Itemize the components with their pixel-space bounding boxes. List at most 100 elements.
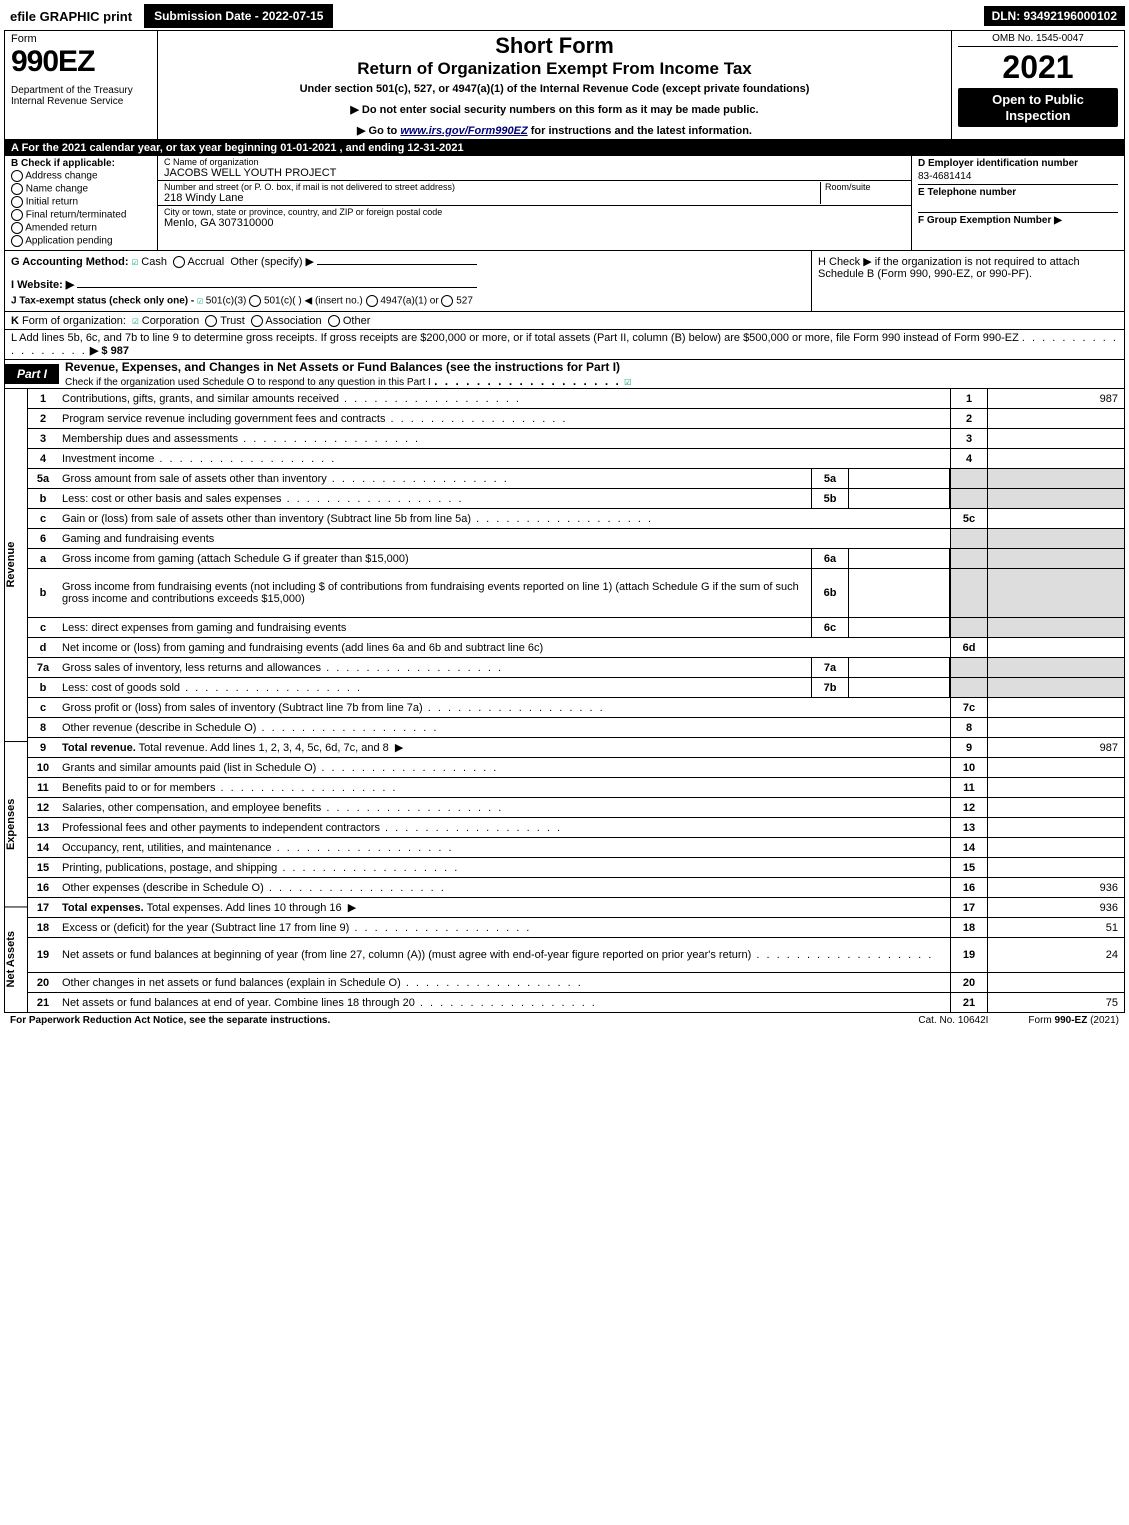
row-j: J Tax-exempt status (check only one) - ☑…	[11, 295, 805, 307]
section-g-h-i-j: G Accounting Method: ☑ Cash Accrual Othe…	[5, 251, 1124, 312]
chk-address-change[interactable]: Address change	[11, 170, 151, 182]
line-12: 12Salaries, other compensation, and empl…	[28, 798, 1124, 818]
org-name-label: C Name of organization	[164, 157, 905, 167]
group-exempt-label: F Group Exemption Number ▶	[918, 215, 1118, 226]
col-d-e-f: D Employer identification number 83-4681…	[912, 156, 1124, 250]
line-21: 21Net assets or fund balances at end of …	[28, 993, 1124, 1012]
line-17: 17Total expenses. Total expenses. Add li…	[28, 898, 1124, 918]
row-a-calendar-year: A For the 2021 calendar year, or tax yea…	[5, 140, 1124, 156]
line-20: 20Other changes in net assets or fund ba…	[28, 973, 1124, 993]
goto-link-row: ▶ Go to www.irs.gov/Form990EZ for instru…	[164, 124, 945, 137]
line-5a: 5aGross amount from sale of assets other…	[28, 469, 1124, 489]
header-left: Form 990EZ Department of the Treasury In…	[5, 31, 158, 139]
lines-body: 1Contributions, gifts, grants, and simil…	[28, 389, 1124, 1012]
line-7b: bLess: cost of goods sold 7b	[28, 678, 1124, 698]
line-6: 6Gaming and fundraising events	[28, 529, 1124, 549]
footer-catno: Cat. No. 10642I	[878, 1015, 1028, 1026]
check-icon: ☑	[132, 255, 139, 268]
vlabel-expenses: Expenses	[5, 741, 27, 906]
vlabel-revenue: Revenue	[5, 389, 27, 741]
phone-value	[918, 198, 1118, 213]
header-center: Short Form Return of Organization Exempt…	[158, 31, 952, 139]
cell-city: City or town, state or province, country…	[158, 206, 911, 230]
cell-org-name: C Name of organization JACOBS WELL YOUTH…	[158, 156, 911, 181]
footer-paperwork: For Paperwork Reduction Act Notice, see …	[10, 1015, 878, 1026]
form-container: Form 990EZ Department of the Treasury In…	[4, 30, 1125, 1013]
chk-name-change[interactable]: Name change	[11, 183, 151, 195]
col-c-org-info: C Name of organization JACOBS WELL YOUTH…	[158, 156, 912, 250]
page-footer: For Paperwork Reduction Act Notice, see …	[4, 1013, 1125, 1028]
chk-amended-return[interactable]: Amended return	[11, 222, 151, 234]
line-19: 19Net assets or fund balances at beginni…	[28, 938, 1124, 973]
line-5b: bLess: cost or other basis and sales exp…	[28, 489, 1124, 509]
line-6a: aGross income from gaming (attach Schedu…	[28, 549, 1124, 569]
line-16: 16Other expenses (describe in Schedule O…	[28, 878, 1124, 898]
line-6b: bGross income from fundraising events (n…	[28, 569, 1124, 618]
goto-pre: ▶ Go to	[357, 125, 400, 137]
line-1: 1Contributions, gifts, grants, and simil…	[28, 389, 1124, 409]
row-k: K Form of organization: ☑ Corporation Tr…	[5, 312, 1124, 330]
section-b-c-d: B Check if applicable: Address change Na…	[5, 156, 1124, 251]
title-return: Return of Organization Exempt From Incom…	[164, 59, 945, 79]
cell-street: Number and street (or P. O. box, if mail…	[158, 181, 911, 206]
line-3: 3Membership dues and assessments 3	[28, 429, 1124, 449]
line-10: 10Grants and similar amounts paid (list …	[28, 758, 1124, 778]
form-label: Form	[11, 33, 151, 45]
room-label: Room/suite	[825, 182, 905, 192]
subtitle-section: Under section 501(c), 527, or 4947(a)(1)…	[164, 83, 945, 95]
warning-ssn: ▶ Do not enter social security numbers o…	[164, 103, 945, 116]
line-7c: cGross profit or (loss) from sales of in…	[28, 698, 1124, 718]
line-13: 13Professional fees and other payments t…	[28, 818, 1124, 838]
dept-label: Department of the Treasury	[11, 85, 151, 96]
irs-label: Internal Revenue Service	[11, 96, 151, 107]
dln-label: DLN: 93492196000102	[984, 6, 1125, 26]
line-2: 2Program service revenue including gover…	[28, 409, 1124, 429]
chk-final-return[interactable]: Final return/terminated	[11, 209, 151, 221]
street-label: Number and street (or P. O. box, if mail…	[164, 182, 820, 192]
part-i-title: Revenue, Expenses, and Changes in Net As…	[59, 360, 1124, 388]
line-7a: 7aGross sales of inventory, less returns…	[28, 658, 1124, 678]
chk-initial-return[interactable]: Initial return	[11, 196, 151, 208]
row-g: G Accounting Method: ☑ Cash Accrual Othe…	[11, 255, 805, 268]
tax-year: 2021	[958, 49, 1118, 86]
line-14: 14Occupancy, rent, utilities, and mainte…	[28, 838, 1124, 858]
org-name-value: JACOBS WELL YOUTH PROJECT	[164, 167, 905, 179]
line-4: 4Investment income 4	[28, 449, 1124, 469]
phone-label: E Telephone number	[918, 187, 1118, 198]
line-18: 18Excess or (deficit) for the year (Subt…	[28, 918, 1124, 938]
part-i-tag: Part I	[5, 364, 59, 384]
radio-accrual[interactable]	[173, 256, 185, 268]
ein-label: D Employer identification number	[918, 158, 1118, 169]
goto-post: for instructions and the latest informat…	[528, 125, 752, 137]
line-15: 15Printing, publications, postage, and s…	[28, 858, 1124, 878]
city-value: Menlo, GA 307310000	[164, 217, 905, 229]
vlabel-column: Revenue Expenses Net Assets	[5, 389, 28, 1012]
col-b-title: B Check if applicable:	[11, 158, 115, 169]
vlabel-net-assets: Net Assets	[5, 906, 27, 1012]
top-bar: efile GRAPHIC print Submission Date - 20…	[4, 4, 1125, 28]
form-header: Form 990EZ Department of the Treasury In…	[5, 31, 1124, 140]
line-8: 8Other revenue (describe in Schedule O) …	[28, 718, 1124, 738]
section-g-left: G Accounting Method: ☑ Cash Accrual Othe…	[5, 251, 811, 311]
street-value: 218 Windy Lane	[164, 192, 820, 204]
submission-date-button[interactable]: Submission Date - 2022-07-15	[144, 4, 333, 28]
omb-number: OMB No. 1545-0047	[958, 33, 1118, 47]
city-label: City or town, state or province, country…	[164, 207, 905, 217]
irs-link[interactable]: www.irs.gov/Form990EZ	[400, 125, 527, 137]
line-6d: dNet income or (loss) from gaming and fu…	[28, 638, 1124, 658]
line-6c: cLess: direct expenses from gaming and f…	[28, 618, 1124, 638]
row-h: H Check ▶ if the organization is not req…	[811, 251, 1124, 311]
efile-label[interactable]: efile GRAPHIC print	[4, 7, 138, 26]
title-short-form: Short Form	[164, 33, 945, 59]
open-public-box: Open to Public Inspection	[958, 88, 1118, 127]
ein-value: 83-4681414	[918, 169, 1118, 185]
line-11: 11Benefits paid to or for members 11	[28, 778, 1124, 798]
row-i: I Website: ▶	[11, 278, 805, 291]
form-number: 990EZ	[11, 45, 151, 79]
chk-application-pending[interactable]: Application pending	[11, 235, 151, 247]
part-i-table: Revenue Expenses Net Assets 1Contributio…	[5, 389, 1124, 1012]
part-i-header: Part I Revenue, Expenses, and Changes in…	[5, 360, 1124, 389]
col-b-checkboxes: B Check if applicable: Address change Na…	[5, 156, 158, 250]
row-l: L Add lines 5b, 6c, and 7b to line 9 to …	[5, 330, 1124, 360]
line-5c: cGain or (loss) from sale of assets othe…	[28, 509, 1124, 529]
